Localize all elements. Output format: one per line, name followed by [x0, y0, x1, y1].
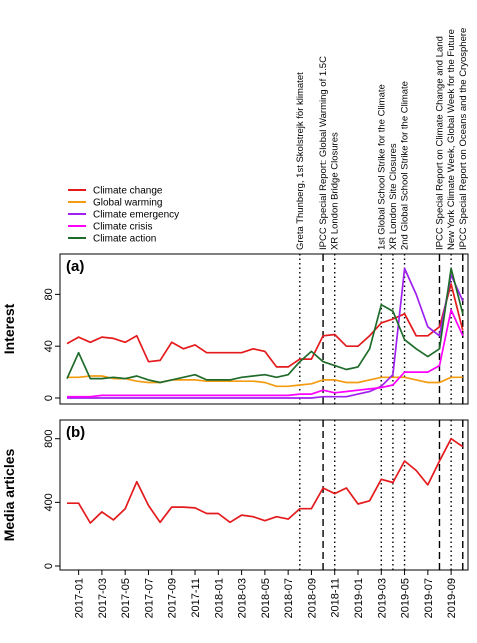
y-tick-label: 40 [43, 340, 55, 352]
event-label: 1st Global School Strike for the Climate [376, 84, 387, 250]
event-label: New York Climate Week, Global Week for t… [446, 29, 457, 250]
x-tick-label: 2017-07 [143, 578, 155, 618]
x-tick-label: 2017-09 [167, 578, 179, 618]
x-tick-label: 2017-03 [97, 578, 109, 618]
series-line-climate-emergency [67, 267, 464, 399]
x-tick-label: 2019-03 [376, 578, 388, 618]
plot-frame [59, 253, 469, 405]
x-tick-label: 2018-05 [260, 578, 272, 618]
y-tick-label: 800 [43, 430, 55, 448]
y-tick-label: 0 [43, 395, 55, 401]
legend-label: Climate action [93, 234, 156, 245]
event-label: Greta Thunberg, 1st Skolstrejk för klima… [295, 72, 306, 250]
x-tick-label: 2018-09 [306, 578, 318, 618]
panel-b-media-articles: 0 400 800 Media articles (b) [1, 419, 469, 571]
x-tick-label: 2019-01 [353, 578, 365, 618]
event-label: IPCC Special Report: Global Warming of 1… [318, 56, 329, 250]
x-tick-label: 2019-09 [446, 578, 458, 618]
legend-label: Global warming [93, 198, 162, 209]
series-line-media-articles [67, 437, 464, 524]
legend-label: Climate emergency [93, 210, 179, 221]
x-tick-label: 2019-07 [423, 578, 435, 618]
y-axis-label: Media articles [1, 448, 17, 541]
x-tick-label: 2017-11 [190, 578, 202, 618]
x-tick-label: 2018-01 [213, 578, 225, 618]
x-tick-label: 2019-05 [400, 578, 412, 618]
x-tick-label: 2018-11 [330, 578, 342, 618]
series-line-global-warming [67, 375, 463, 388]
legend-label: Climate crisis [93, 222, 152, 233]
series-line-climate-action [66, 267, 464, 384]
event-label: XR London Bridge Closures [330, 132, 341, 250]
plot-frame [59, 419, 469, 571]
series-line-climate-change [66, 283, 464, 368]
event-label: IPCC Special Report on Climate Change an… [434, 36, 445, 250]
panel-label: (b) [66, 424, 85, 441]
event-label: 2nd Global School Strike for the Climate [400, 81, 411, 250]
y-tick-label: 400 [43, 493, 55, 511]
panel-a-interest: 0 40 80 Interest (a) [1, 253, 469, 405]
x-axis: 2017-01 2017-03 2017-05 2017-07 2017-09 2017-… [74, 570, 458, 618]
x-tick-label: 2018-07 [283, 578, 295, 618]
x-tick-label: 2017-01 [74, 578, 86, 618]
panel-label: (a) [66, 258, 84, 275]
event-label: XR London Site Closures [388, 143, 399, 250]
x-tick-label: 2018-03 [237, 578, 249, 618]
series-line-climate-crisis [67, 309, 464, 398]
event-label: IPCC Special Report on Oceans and the Cr… [458, 28, 469, 250]
event-annotations: Greta Thunberg, 1st Skolstrejk för klima… [295, 28, 469, 570]
y-tick-label: 0 [43, 563, 55, 569]
y-axis-label: Interest [1, 303, 17, 354]
x-tick-label: 2017-05 [120, 578, 132, 618]
y-tick-label: 80 [43, 288, 55, 300]
legend-label: Climate change [93, 186, 163, 197]
